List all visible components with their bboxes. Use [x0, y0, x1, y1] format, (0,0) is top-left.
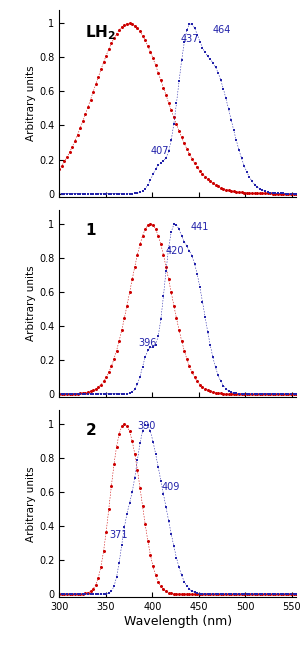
X-axis label: Wavelength (nm): Wavelength (nm)	[124, 615, 232, 628]
Text: 2: 2	[85, 423, 96, 438]
Text: 371: 371	[109, 530, 128, 539]
Text: 407: 407	[150, 146, 169, 156]
Text: 390: 390	[137, 421, 156, 431]
Text: 1: 1	[85, 223, 96, 238]
Y-axis label: Arbitrary units: Arbitrary units	[26, 466, 36, 542]
Text: $\mathbf{LH_2}$: $\mathbf{LH_2}$	[85, 23, 116, 42]
Y-axis label: Arbitrary units: Arbitrary units	[26, 266, 36, 342]
Text: 441: 441	[190, 222, 209, 232]
Text: 396: 396	[138, 338, 157, 348]
Text: 464: 464	[213, 25, 231, 35]
Text: 437: 437	[180, 34, 199, 44]
Y-axis label: Arbitrary units: Arbitrary units	[26, 65, 36, 141]
Text: 409: 409	[161, 482, 180, 492]
Text: 420: 420	[165, 246, 184, 256]
